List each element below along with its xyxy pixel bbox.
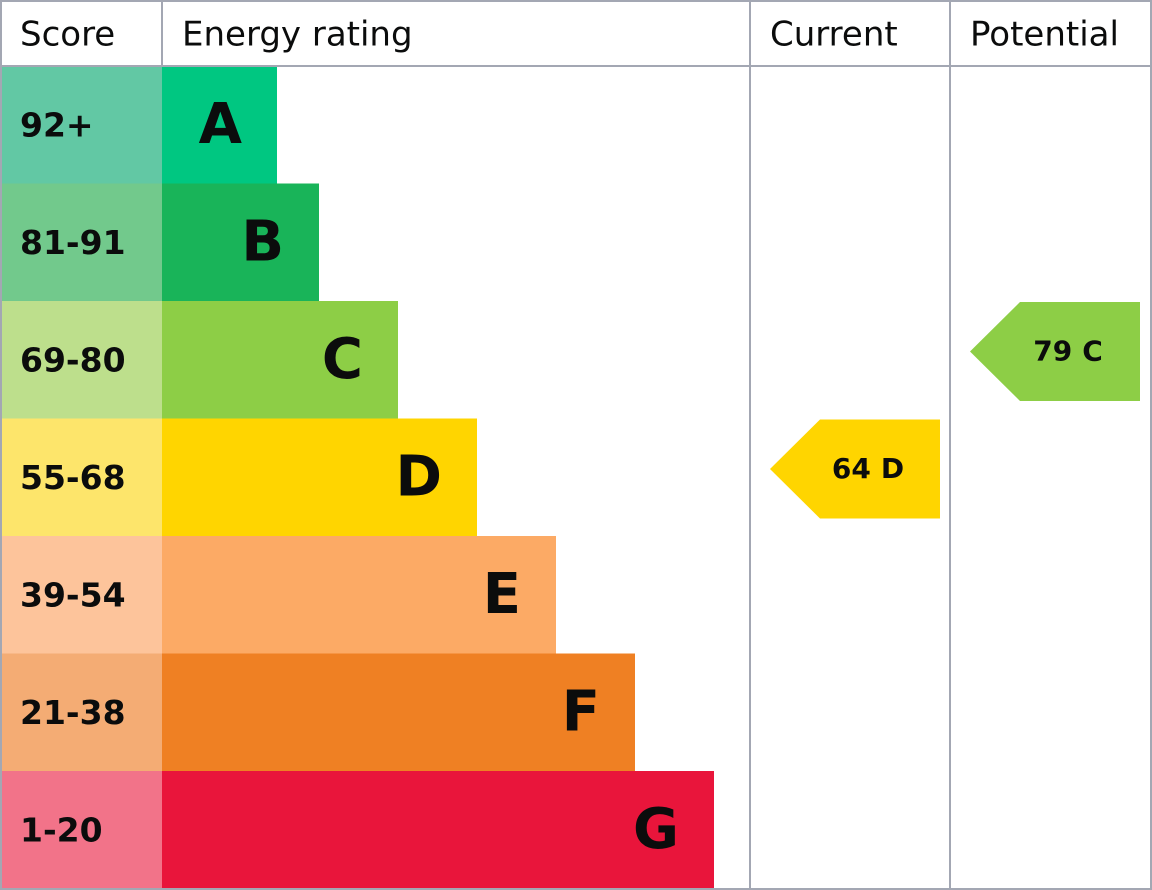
header-score: Score xyxy=(20,15,115,55)
score-range: 69-80 xyxy=(20,340,126,379)
rating-letter: C xyxy=(322,327,363,392)
potential-arrow xyxy=(970,302,1140,401)
potential-score: 79 xyxy=(1033,335,1072,368)
score-range: 1-20 xyxy=(20,810,103,849)
header-potential: Potential xyxy=(970,15,1119,55)
rating-bar xyxy=(162,536,556,654)
score-range: 21-38 xyxy=(20,693,126,732)
rating-bar xyxy=(162,301,398,419)
rating-bar xyxy=(162,418,477,537)
score-cell xyxy=(0,301,162,419)
rating-letter: F xyxy=(562,679,600,744)
score-cell xyxy=(0,418,162,537)
current-score: 64 xyxy=(832,452,871,485)
rating-letter: B xyxy=(241,209,284,274)
score-range: 55-68 xyxy=(20,458,126,497)
score-cell xyxy=(0,771,162,889)
score-cell xyxy=(0,183,162,302)
score-range: 81-91 xyxy=(20,223,126,262)
rating-letter: A xyxy=(199,92,243,157)
rating-bar xyxy=(162,653,635,772)
rating-bar xyxy=(162,66,277,184)
score-cell xyxy=(0,66,162,184)
rating-bar xyxy=(162,771,714,889)
header-current: Current xyxy=(770,15,898,55)
current-rating: D xyxy=(881,452,904,485)
current-label: 64 D xyxy=(832,452,904,485)
score-range: 92+ xyxy=(20,105,94,144)
current-arrow xyxy=(770,419,940,519)
potential-rating: C xyxy=(1082,335,1103,368)
rating-letter: D xyxy=(396,444,442,509)
rating-letter: G xyxy=(633,797,679,862)
score-cell xyxy=(0,536,162,654)
potential-label: 79 C xyxy=(1033,335,1103,368)
score-cell xyxy=(0,653,162,772)
rating-letter: E xyxy=(483,562,521,627)
header-energy-rating: Energy rating xyxy=(182,15,413,55)
rating-bar xyxy=(162,183,319,302)
score-range: 39-54 xyxy=(20,575,126,614)
